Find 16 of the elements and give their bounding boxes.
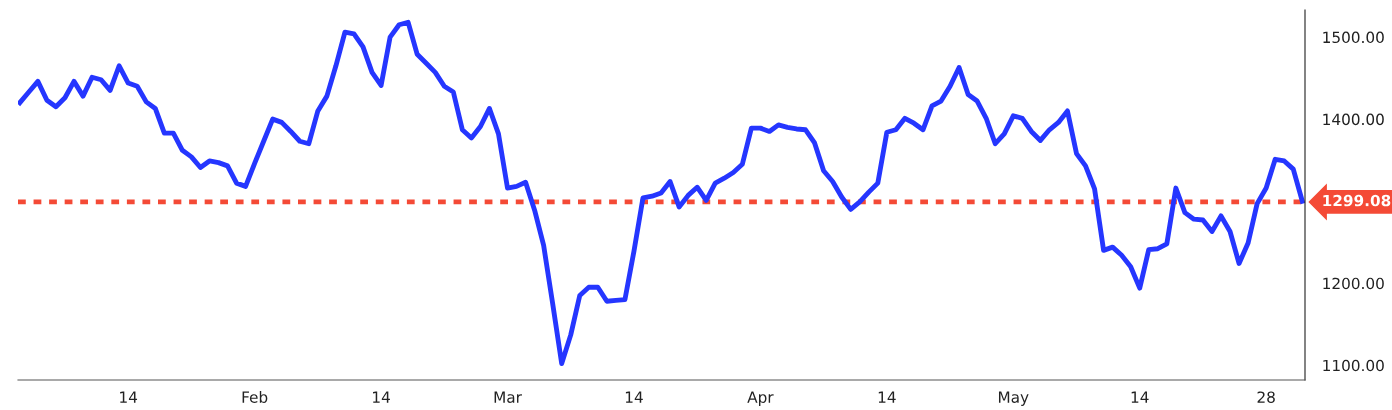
- y-tick-label: 1200.00: [1323, 277, 1384, 290]
- y-tick-label: 1400.00: [1323, 113, 1384, 126]
- y-tick-label: 1100.00: [1323, 359, 1384, 372]
- x-tick-label: 14: [878, 391, 896, 403]
- x-tick-label: Feb: [242, 391, 268, 403]
- x-tick-label: 14: [373, 391, 390, 403]
- x-tick-label: Mar: [494, 391, 522, 403]
- line-series: [18, 19, 1305, 367]
- y-tick-label: 1500.00: [1323, 31, 1384, 44]
- x-tick-label: 14: [625, 391, 643, 403]
- x-tick-label: 14: [1131, 391, 1149, 403]
- ref-line-label: 1299.08: [1323, 194, 1391, 207]
- x-tick-label: Apr: [747, 391, 774, 406]
- x-tick-label: 28: [1257, 391, 1275, 403]
- x-tick-label: 14: [120, 391, 138, 403]
- x-tick-label: May: [998, 391, 1029, 406]
